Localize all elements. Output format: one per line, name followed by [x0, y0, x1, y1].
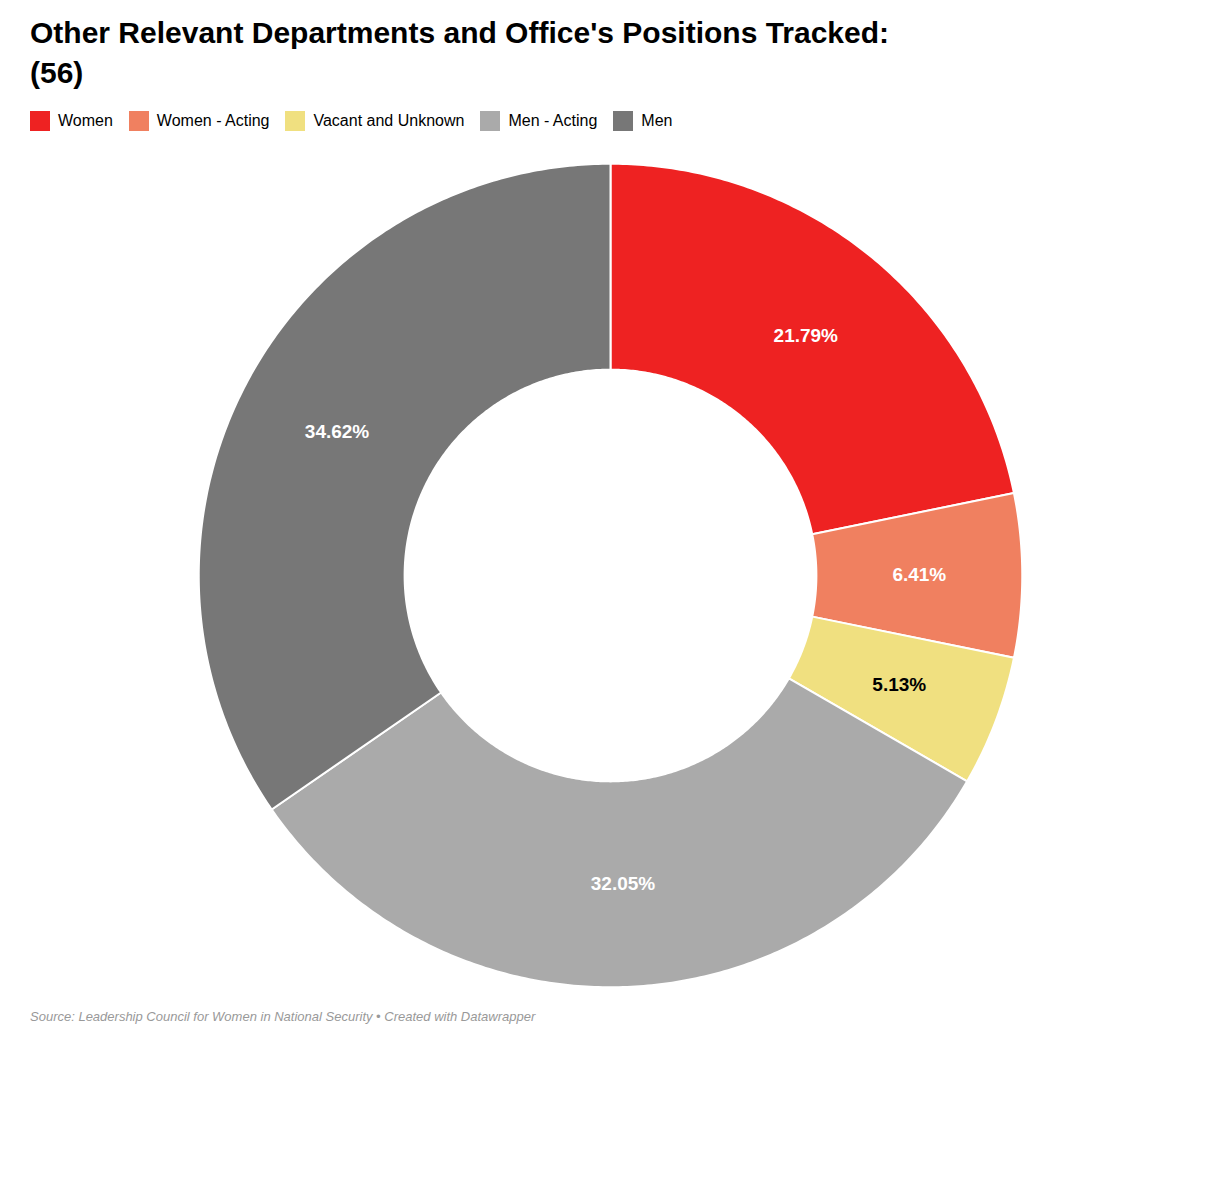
html-text:Men: Men: [641, 111, 673, 129]
svg-text:21.79%: 21.79%: [774, 325, 839, 346]
svg-text:34.62%: 34.62%: [305, 421, 370, 442]
html-text:Men - Acting: Men - Acting: [508, 111, 598, 129]
svg-text:6.41%: 6.41%: [892, 564, 946, 585]
html-text:(56): (56): [30, 56, 84, 89]
svg-text:5.13%: 5.13%: [872, 674, 926, 695]
html-text:Vacant and Unknown: Vacant and Unknown: [313, 111, 465, 129]
html-text:Women - Acting: Women - Acting: [156, 111, 270, 129]
html-text:Source: Leadership Council for: Source: Leadership Council for Women in …: [30, 1009, 536, 1024]
html-text:Other Relevant Departments and: Other Relevant Departments and Office's …: [30, 16, 889, 49]
svg-text:32.05%: 32.05%: [591, 873, 656, 894]
html-text:Women: Women: [58, 111, 113, 129]
